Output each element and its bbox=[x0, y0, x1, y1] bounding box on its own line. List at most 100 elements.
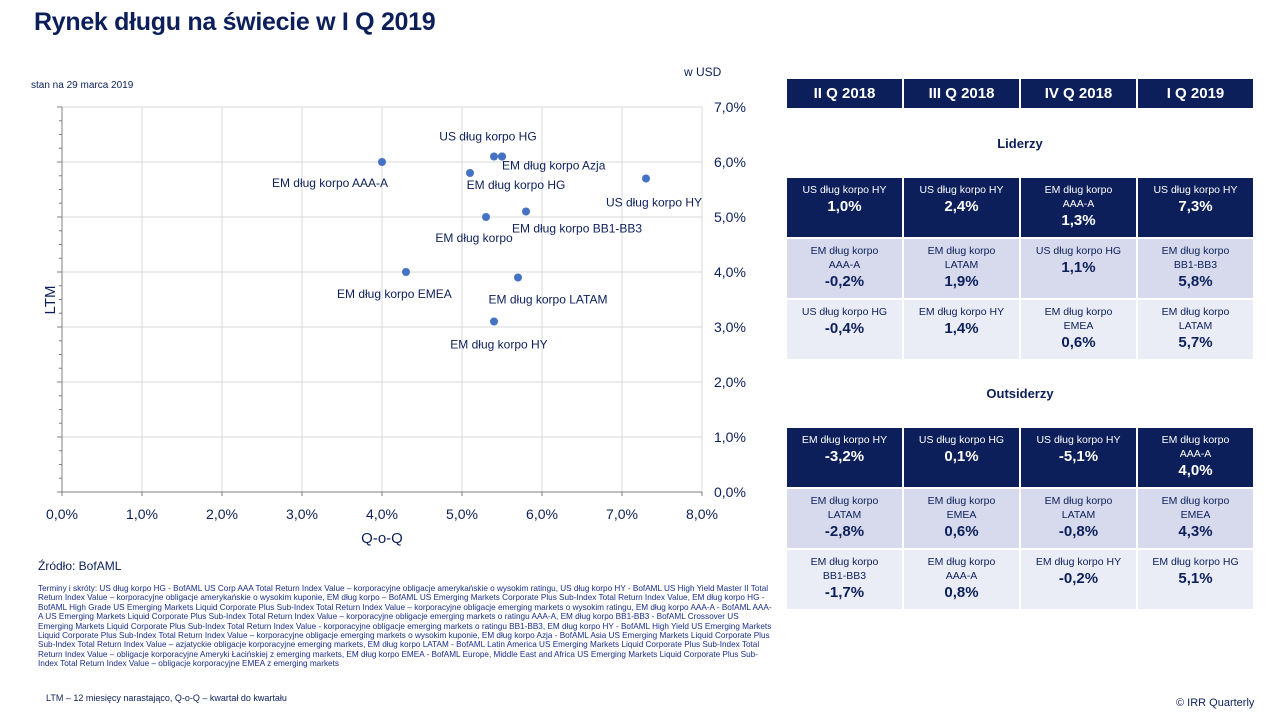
fund-name: EM dług korpo AAA-A bbox=[927, 556, 996, 582]
leaders-cell: EM dług korpo EMEA 0,6% bbox=[1021, 300, 1136, 359]
fund-name: EM dług korpo LATAM bbox=[810, 495, 879, 521]
outsiders-cell: EM dług korpo EMEA 4,3% bbox=[1138, 489, 1253, 548]
fund-name: US dług korpo HY bbox=[1036, 434, 1121, 446]
fund-return: 2,4% bbox=[944, 198, 979, 215]
y-tick-label: 5,0% bbox=[714, 209, 746, 225]
leaders-cell: EM dług korpo LATAM 1,9% bbox=[904, 239, 1019, 298]
fund-name: EM dług korpo HY bbox=[918, 306, 1005, 318]
y-tick-label: 4,0% bbox=[714, 264, 746, 280]
fund-return: 7,3% bbox=[1178, 198, 1213, 215]
outsiders-cell: EM dług korpo BB1-BB3 -1,7% bbox=[787, 550, 902, 609]
leaders-cell: US dług korpo HG -0,4% bbox=[787, 300, 902, 359]
fund-return: 0,6% bbox=[1061, 334, 1096, 351]
fund-name: EM dług korpo HY bbox=[801, 434, 888, 446]
data-label: EM dług korpo HY bbox=[450, 338, 547, 352]
fund-name: US dług korpo HG bbox=[1035, 245, 1122, 257]
fund-return: 0,8% bbox=[944, 584, 979, 601]
data-point bbox=[642, 174, 650, 183]
data-point bbox=[482, 213, 490, 221]
copyright: © IRR Quarterly bbox=[1176, 697, 1255, 709]
data-label: EM dług korpo HG bbox=[467, 178, 566, 192]
scatter-chart: 0,0% 1,0% 2,0% 3,0% 4,0% 5,0% 6,0% 7,0% 8,0% 0,0%… bbox=[42, 99, 746, 547]
x-tick-label: 3,0% bbox=[286, 506, 318, 522]
fund-name: EM dług korpo EMEA bbox=[1161, 495, 1230, 521]
quarter-header: II Q 2018 bbox=[787, 79, 902, 108]
data-point bbox=[514, 273, 522, 282]
y-tick-label: 2,0% bbox=[714, 374, 746, 390]
outsiders-cell: EM dług korpo HG 5,1% bbox=[1138, 550, 1253, 609]
fund-return: -5,1% bbox=[1058, 448, 1099, 465]
data-label: EM dług korpo bbox=[435, 231, 513, 245]
fund-name: EM dług korpo LATAM bbox=[927, 245, 996, 271]
fund-name: US dług korpo HG bbox=[801, 306, 888, 318]
outsiders-cell: EM dług korpo EMEA 0,6% bbox=[904, 489, 1019, 548]
y-tick-label: 0,0% bbox=[714, 484, 746, 500]
fund-return: 5,1% bbox=[1178, 570, 1213, 587]
leaders-cell: EM dług korpo AAA-A 1,3% bbox=[1021, 178, 1136, 237]
fund-return: 0,1% bbox=[944, 448, 979, 465]
fund-name: US dług korpo HY bbox=[802, 184, 887, 196]
outsiders-cell: EM dług korpo HY -3,2% bbox=[787, 428, 902, 487]
y-tick-label: 3,0% bbox=[714, 319, 746, 335]
data-label: EM dług korpo EMEA bbox=[337, 287, 452, 301]
data-label: US dług korpo HY bbox=[606, 196, 702, 210]
leaders-cell: US dług korpo HY 1,0% bbox=[787, 178, 902, 237]
fund-return: 1,3% bbox=[1061, 212, 1096, 229]
outsiders-cell: EM dług korpo LATAM -0,8% bbox=[1021, 489, 1136, 548]
outsiders-cell: EM dług korpo LATAM -2,8% bbox=[787, 489, 902, 548]
leaders-cell: US dług korpo HY 2,4% bbox=[904, 178, 1019, 237]
fund-name: EM dług korpo HY bbox=[1035, 556, 1122, 568]
fund-name: EM dług korpo AAA-A bbox=[1044, 184, 1113, 210]
fund-return: 4,0% bbox=[1178, 462, 1213, 479]
data-point bbox=[498, 152, 506, 161]
data-point bbox=[490, 152, 498, 161]
fund-return: -1,7% bbox=[824, 584, 865, 601]
fund-return: -0,2% bbox=[1058, 570, 1099, 587]
as-of-date: stan na 29 marca 2019 bbox=[31, 80, 134, 91]
data-label: EM dług korpo LATAM bbox=[489, 293, 608, 307]
outsiders-title: Outsiderzy bbox=[986, 386, 1054, 401]
outsiders-cell: EM dług korpo AAA-A 0,8% bbox=[904, 550, 1019, 609]
data-label: US dług korpo HG bbox=[439, 130, 536, 144]
x-tick-label: 5,0% bbox=[446, 506, 478, 522]
outsiders-cell: US dług korpo HG 0,1% bbox=[904, 428, 1019, 487]
leaders-cell: US dług korpo HY 7,3% bbox=[1138, 178, 1253, 237]
fund-name: EM dług korpo LATAM bbox=[1161, 306, 1230, 332]
fund-return: 1,1% bbox=[1061, 259, 1096, 276]
fund-return: 5,7% bbox=[1178, 334, 1213, 351]
fund-return: -3,2% bbox=[824, 448, 865, 465]
fund-name: US dług korpo HG bbox=[918, 434, 1005, 446]
y-tick-label: 1,0% bbox=[714, 429, 746, 445]
page-title: Rynek długu na świecie w I Q 2019 bbox=[34, 8, 436, 36]
outsiders-cell: EM dług korpo HY -0,2% bbox=[1021, 550, 1136, 609]
x-tick-label: 6,0% bbox=[526, 506, 558, 522]
fund-return: -0,4% bbox=[824, 320, 865, 337]
fund-name: EM dług korpo EMEA bbox=[927, 495, 996, 521]
fund-name: EM dług korpo BB1-BB3 bbox=[1161, 245, 1230, 271]
x-tick-label: 7,0% bbox=[606, 506, 638, 522]
y-tick-label: 6,0% bbox=[714, 154, 746, 170]
fund-name: US dług korpo HY bbox=[1153, 184, 1238, 196]
data-point bbox=[378, 158, 386, 166]
outsiders-cell: EM dług korpo AAA-A 4,0% bbox=[1138, 428, 1253, 487]
fund-name: EM dług korpo AAA-A bbox=[810, 245, 879, 271]
data-label: EM dług korpo Azja bbox=[502, 159, 606, 173]
fund-name: US dług korpo HY bbox=[919, 184, 1004, 196]
data-label: EM dług korpo AAA-A bbox=[272, 176, 388, 190]
fund-return: -0,2% bbox=[824, 273, 865, 290]
x-axis-title: Q-o-Q bbox=[361, 530, 403, 547]
x-tick-label: 4,0% bbox=[366, 506, 398, 522]
fund-name: EM dług korpo LATAM bbox=[1044, 495, 1113, 521]
unit-label: w USD bbox=[684, 65, 722, 79]
y-tick-label: 7,0% bbox=[714, 99, 746, 115]
source-note: Źródło: BofAML bbox=[38, 559, 122, 573]
quarter-header: I Q 2019 bbox=[1138, 79, 1253, 108]
fund-return: 1,9% bbox=[944, 273, 979, 290]
leaders-cell: EM dług korpo AAA-A -0,2% bbox=[787, 239, 902, 298]
terms-note: Terminy i skróty: US dług korpo HG - Bof… bbox=[38, 584, 772, 669]
fund-return: 5,8% bbox=[1178, 273, 1213, 290]
x-tick-label: 2,0% bbox=[206, 506, 238, 522]
leaders-title: Liderzy bbox=[997, 136, 1043, 151]
data-point bbox=[490, 317, 498, 326]
fund-return: 1,4% bbox=[944, 320, 979, 337]
